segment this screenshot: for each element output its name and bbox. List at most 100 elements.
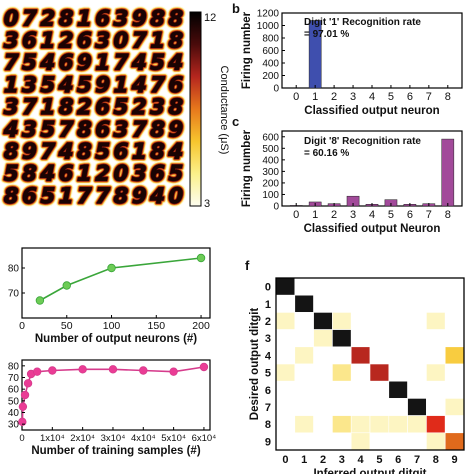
digit-glyph: 3 bbox=[4, 95, 19, 119]
digit-glyph: 4 bbox=[149, 184, 165, 208]
heatmap-cell bbox=[388, 312, 408, 330]
x-tick-label: 3 bbox=[350, 209, 356, 221]
x-axis-label: Classified output neuron bbox=[304, 105, 439, 117]
digit-glyph: 5 bbox=[40, 117, 55, 141]
digit-glyph: 0 bbox=[114, 29, 129, 53]
digit-glyph: 7 bbox=[22, 6, 37, 30]
y-tick-label: 40 bbox=[8, 408, 20, 419]
digit-glyph: 0 bbox=[4, 6, 19, 30]
digit-glyph: 4 bbox=[168, 51, 184, 75]
digit-glyph: 0 bbox=[114, 29, 129, 53]
digit-glyph: 7 bbox=[114, 51, 129, 75]
heatmap-cell bbox=[407, 312, 427, 330]
y-tick-label: 7 bbox=[265, 402, 271, 414]
digit-glyph: 3 bbox=[114, 6, 129, 30]
digit-glyph: 7 bbox=[40, 140, 55, 164]
digit-glyph: 9 bbox=[132, 6, 147, 30]
y-tick-label: 8 bbox=[265, 419, 271, 431]
digit-glyph: 7 bbox=[22, 95, 37, 119]
digit-glyph: 7 bbox=[132, 29, 147, 53]
digit-glyph: 3 bbox=[22, 117, 37, 141]
digit-glyph: 6 bbox=[59, 162, 74, 186]
digit-glyph: 3 bbox=[114, 6, 129, 30]
digit-glyph: 8 bbox=[169, 29, 184, 53]
digit-glyph: 5 bbox=[150, 51, 165, 75]
x-tick-label: 8 bbox=[445, 209, 451, 221]
digit-glyph: 0 bbox=[4, 6, 19, 30]
digit-glyph: 8 bbox=[150, 117, 165, 141]
digit-glyph: 3 bbox=[114, 117, 129, 141]
digit-glyph: 4 bbox=[58, 140, 74, 164]
digit-glyph: 7 bbox=[77, 184, 92, 208]
digit-glyph: 7 bbox=[132, 117, 147, 141]
digit-glyph: 2 bbox=[40, 6, 55, 30]
heatmap-cell bbox=[369, 432, 390, 451]
digit-glyph: 1 bbox=[95, 51, 110, 75]
digit-glyph: 1 bbox=[132, 140, 147, 164]
digit-glyph: 0 bbox=[4, 6, 19, 30]
heatmap-cell bbox=[350, 277, 371, 296]
digit-glyph: 9 bbox=[77, 51, 92, 75]
digit-glyph: 8 bbox=[169, 29, 184, 53]
digit-glyph: 0 bbox=[114, 162, 129, 186]
digit-glyph: 9 bbox=[169, 117, 184, 141]
digit-glyph: 3 bbox=[95, 29, 110, 53]
digit-glyph: 3 bbox=[4, 29, 19, 53]
digit-glyph: 4 bbox=[58, 140, 74, 164]
digit-glyph: 0 bbox=[114, 162, 129, 186]
digit-glyph: 6 bbox=[95, 6, 110, 30]
digit-glyph: 6 bbox=[95, 117, 110, 141]
digit-glyph: 9 bbox=[22, 140, 37, 164]
digit-glyph: 1 bbox=[40, 95, 55, 119]
x-tick-label: 7 bbox=[426, 209, 432, 221]
heatmap-cell bbox=[313, 277, 333, 296]
digit-glyph: 1 bbox=[40, 29, 55, 53]
digit-glyph: 1 bbox=[150, 29, 165, 53]
digit-glyph: 8 bbox=[150, 117, 165, 141]
heatmap-cell bbox=[369, 380, 390, 399]
digit-glyph: 2 bbox=[40, 6, 55, 30]
digit-glyph: 9 bbox=[132, 184, 147, 208]
annotation-line2: = 97.01 % bbox=[304, 29, 349, 40]
x-tick-label: 5 bbox=[388, 209, 394, 221]
heatmap-cell bbox=[294, 415, 314, 434]
digit-glyph: 8 bbox=[4, 140, 19, 164]
y-tick-label: 800 bbox=[262, 34, 279, 45]
digit-glyph: 8 bbox=[4, 184, 19, 208]
digit-glyph: 6 bbox=[22, 184, 37, 208]
digit-glyph: 6 bbox=[150, 162, 165, 186]
digit-glyph: 7 bbox=[22, 6, 37, 30]
digit-glyph: 0 bbox=[114, 29, 129, 53]
digit-glyph: 4 bbox=[58, 73, 74, 97]
digit-glyph: 6 bbox=[77, 29, 92, 53]
digit-glyph: 9 bbox=[169, 117, 184, 141]
heatmap-cell bbox=[407, 294, 427, 313]
digit-glyph: 8 bbox=[77, 117, 92, 141]
data-point bbox=[48, 366, 57, 375]
digit-glyph: 2 bbox=[132, 95, 147, 119]
digit-glyph: 7 bbox=[40, 140, 55, 164]
digit-glyph: 1 bbox=[40, 95, 55, 119]
digit-glyph: 8 bbox=[150, 140, 165, 164]
digit-glyph: 3 bbox=[114, 6, 129, 30]
digit-glyph: 3 bbox=[4, 29, 19, 53]
digit-glyph: 6 bbox=[95, 6, 110, 30]
digit-glyph: 4 bbox=[3, 117, 19, 141]
digit-glyph: 3 bbox=[22, 73, 37, 97]
y-tick-label: 70 bbox=[8, 373, 20, 384]
x-tick-label: 2 bbox=[331, 209, 337, 221]
y-axis-label: Firing number bbox=[241, 11, 253, 89]
